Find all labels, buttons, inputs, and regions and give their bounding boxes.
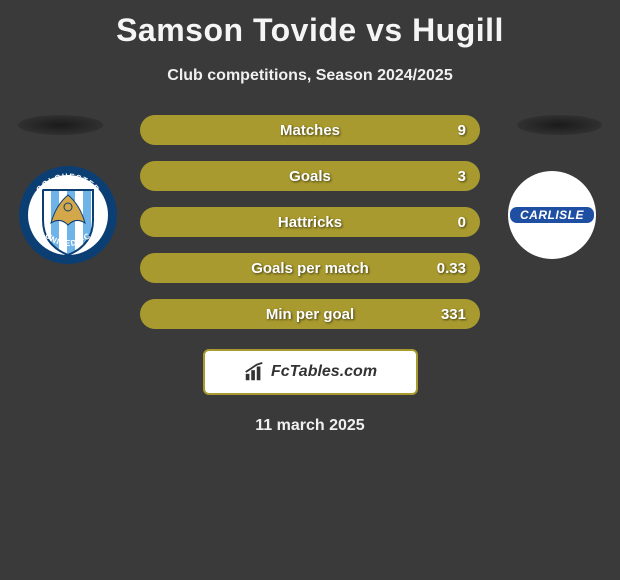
footer-brand-box: FcTables.com xyxy=(203,349,418,395)
stat-bar-matches: Matches 9 xyxy=(140,115,480,145)
stat-label: Min per goal xyxy=(266,306,354,323)
comparison-content: COLCHESTER UNITED FC CARLISLE Matches 9 … xyxy=(0,115,620,435)
page-title: Samson Tovide vs Hugill xyxy=(0,0,620,49)
stat-value: 0.33 xyxy=(437,260,466,277)
stat-bars: Matches 9 Goals 3 Hattricks 0 Goals per … xyxy=(140,115,480,329)
stat-value: 331 xyxy=(441,306,466,323)
stat-label: Goals xyxy=(289,168,331,185)
right-shadow-ellipse xyxy=(517,115,602,135)
colchester-badge-svg: COLCHESTER UNITED FC xyxy=(18,165,118,265)
stat-bar-goals: Goals 3 xyxy=(140,161,480,191)
stat-value: 0 xyxy=(458,214,466,231)
stat-value: 9 xyxy=(458,122,466,139)
stat-label: Goals per match xyxy=(251,260,369,277)
stat-label: Matches xyxy=(280,122,340,139)
stat-bar-hattricks: Hattricks 0 xyxy=(140,207,480,237)
stat-bar-goals-per-match: Goals per match 0.33 xyxy=(140,253,480,283)
left-club-badge: COLCHESTER UNITED FC xyxy=(18,165,118,265)
subtitle: Club competitions, Season 2024/2025 xyxy=(0,67,620,85)
left-shadow-ellipse xyxy=(18,115,103,135)
date-text: 11 march 2025 xyxy=(0,417,620,435)
carlisle-badge-text: CARLISLE xyxy=(520,208,584,222)
stat-value: 3 xyxy=(458,168,466,185)
carlisle-badge-svg: CARLISLE xyxy=(502,165,602,265)
stat-bar-min-per-goal: Min per goal 331 xyxy=(140,299,480,329)
footer-brand-text: FcTables.com xyxy=(271,363,377,381)
right-club-badge: CARLISLE xyxy=(502,165,602,265)
chart-icon xyxy=(243,361,265,383)
stat-label: Hattricks xyxy=(278,214,342,231)
